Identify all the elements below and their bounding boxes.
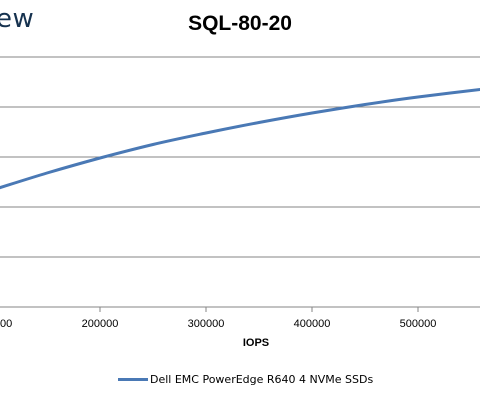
x-tick-label: 400000	[294, 318, 331, 330]
legend-label: Dell EMC PowerEdge R640 4 NVMe SSDs	[150, 373, 374, 386]
x-tick-label: 00	[0, 318, 12, 330]
gridlines	[0, 56, 480, 258]
x-tick-label: 200000	[82, 318, 119, 330]
chart-title: SQL-80-20	[188, 12, 292, 35]
x-axis-label: IOPS	[242, 337, 270, 349]
x-tick-label: 300000	[188, 318, 225, 330]
x-axis-ticks: 00 200000 300000 400000 500000	[0, 307, 436, 330]
legend-swatch-line	[118, 378, 148, 381]
series-line-dell-emc-poweredge-r640	[0, 87, 480, 190]
watermark-logo-text: ew	[0, 4, 35, 34]
legend: Dell EMC PowerEdge R640 4 NVMe SSDs	[118, 373, 373, 386]
x-tick-label: 500000	[400, 318, 437, 330]
